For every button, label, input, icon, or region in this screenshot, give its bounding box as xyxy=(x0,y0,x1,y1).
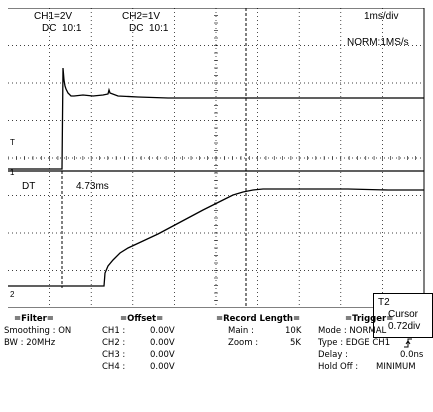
offset-ch3-label: CH3 : xyxy=(102,350,126,360)
graticule xyxy=(7,7,425,309)
offset-ch1-label: CH1 : xyxy=(102,326,126,336)
trigger-type: Type : EDGE CH1 xyxy=(318,338,391,348)
ch1-scale: CH1=2V xyxy=(34,11,73,22)
trigger-holdoff-label: Hold Off : xyxy=(318,362,359,372)
filter-bandwidth: BW : 20MHz xyxy=(4,338,56,348)
trigger-holdoff-value: MINIMUM xyxy=(376,362,416,372)
offset-ch2-label: CH2 : xyxy=(102,338,126,348)
trigger-delay-value: 0.0ns xyxy=(400,350,424,360)
record-zoom-label: Zoom : xyxy=(228,338,259,348)
cursor-title: T2 xyxy=(378,297,390,308)
ch2-scale: CH2=1V xyxy=(122,11,161,22)
status-panel: =Filter= Smoothing : ON BW : 20MHz =Offs… xyxy=(0,314,433,412)
offset-ch4-label: CH4 : xyxy=(102,362,126,372)
offset-ch1-value: 0.00V xyxy=(150,326,175,336)
waveform-display xyxy=(7,7,425,309)
ch2-ground-marker: 2 xyxy=(10,290,15,299)
rising-edge-icon xyxy=(404,338,412,348)
scope-screen: CH1=2V DC 10:1 CH2=1V DC 10:1 1ms/div NO… xyxy=(7,7,433,309)
offset-ch2-value: 0.00V xyxy=(150,338,175,348)
timebase-readout: 1ms/div xyxy=(364,11,399,22)
record-zoom-value: 5K xyxy=(290,338,301,348)
acquisition-mode: NORM:1MS/s xyxy=(347,37,409,48)
cursor-label: Cursor xyxy=(388,309,419,320)
ch1-ground-marker: 1 xyxy=(10,168,15,177)
cursor-panel[interactable]: T2 Cursor 0.72div xyxy=(373,293,433,338)
record-main-value: 10K xyxy=(285,326,302,336)
cursor-value: 0.72div xyxy=(388,321,421,332)
trigger-delay-label: Delay : xyxy=(318,350,348,360)
filter-header: =Filter= xyxy=(14,314,54,324)
delta-time-label: DT xyxy=(22,181,36,192)
trigger-header: =Trigger= xyxy=(345,314,394,324)
filter-smoothing: Smoothing : ON xyxy=(4,326,72,336)
record-main-label: Main : xyxy=(228,326,254,336)
ch2-coupling: DC 10:1 xyxy=(129,23,169,34)
offset-ch3-value: 0.00V xyxy=(150,350,175,360)
offset-header: =Offset= xyxy=(120,314,164,324)
ch1-coupling: DC 10:1 xyxy=(42,23,82,34)
trigger-level-marker: T xyxy=(10,138,15,147)
delta-time-value: 4.73ms xyxy=(76,181,109,192)
ch1-waveform xyxy=(8,67,424,170)
offset-ch4-value: 0.00V xyxy=(150,362,175,372)
trigger-mode: Mode : NORMAL xyxy=(318,326,387,336)
record-header: =Record Length= xyxy=(216,314,301,324)
ch2-waveform xyxy=(8,188,424,287)
